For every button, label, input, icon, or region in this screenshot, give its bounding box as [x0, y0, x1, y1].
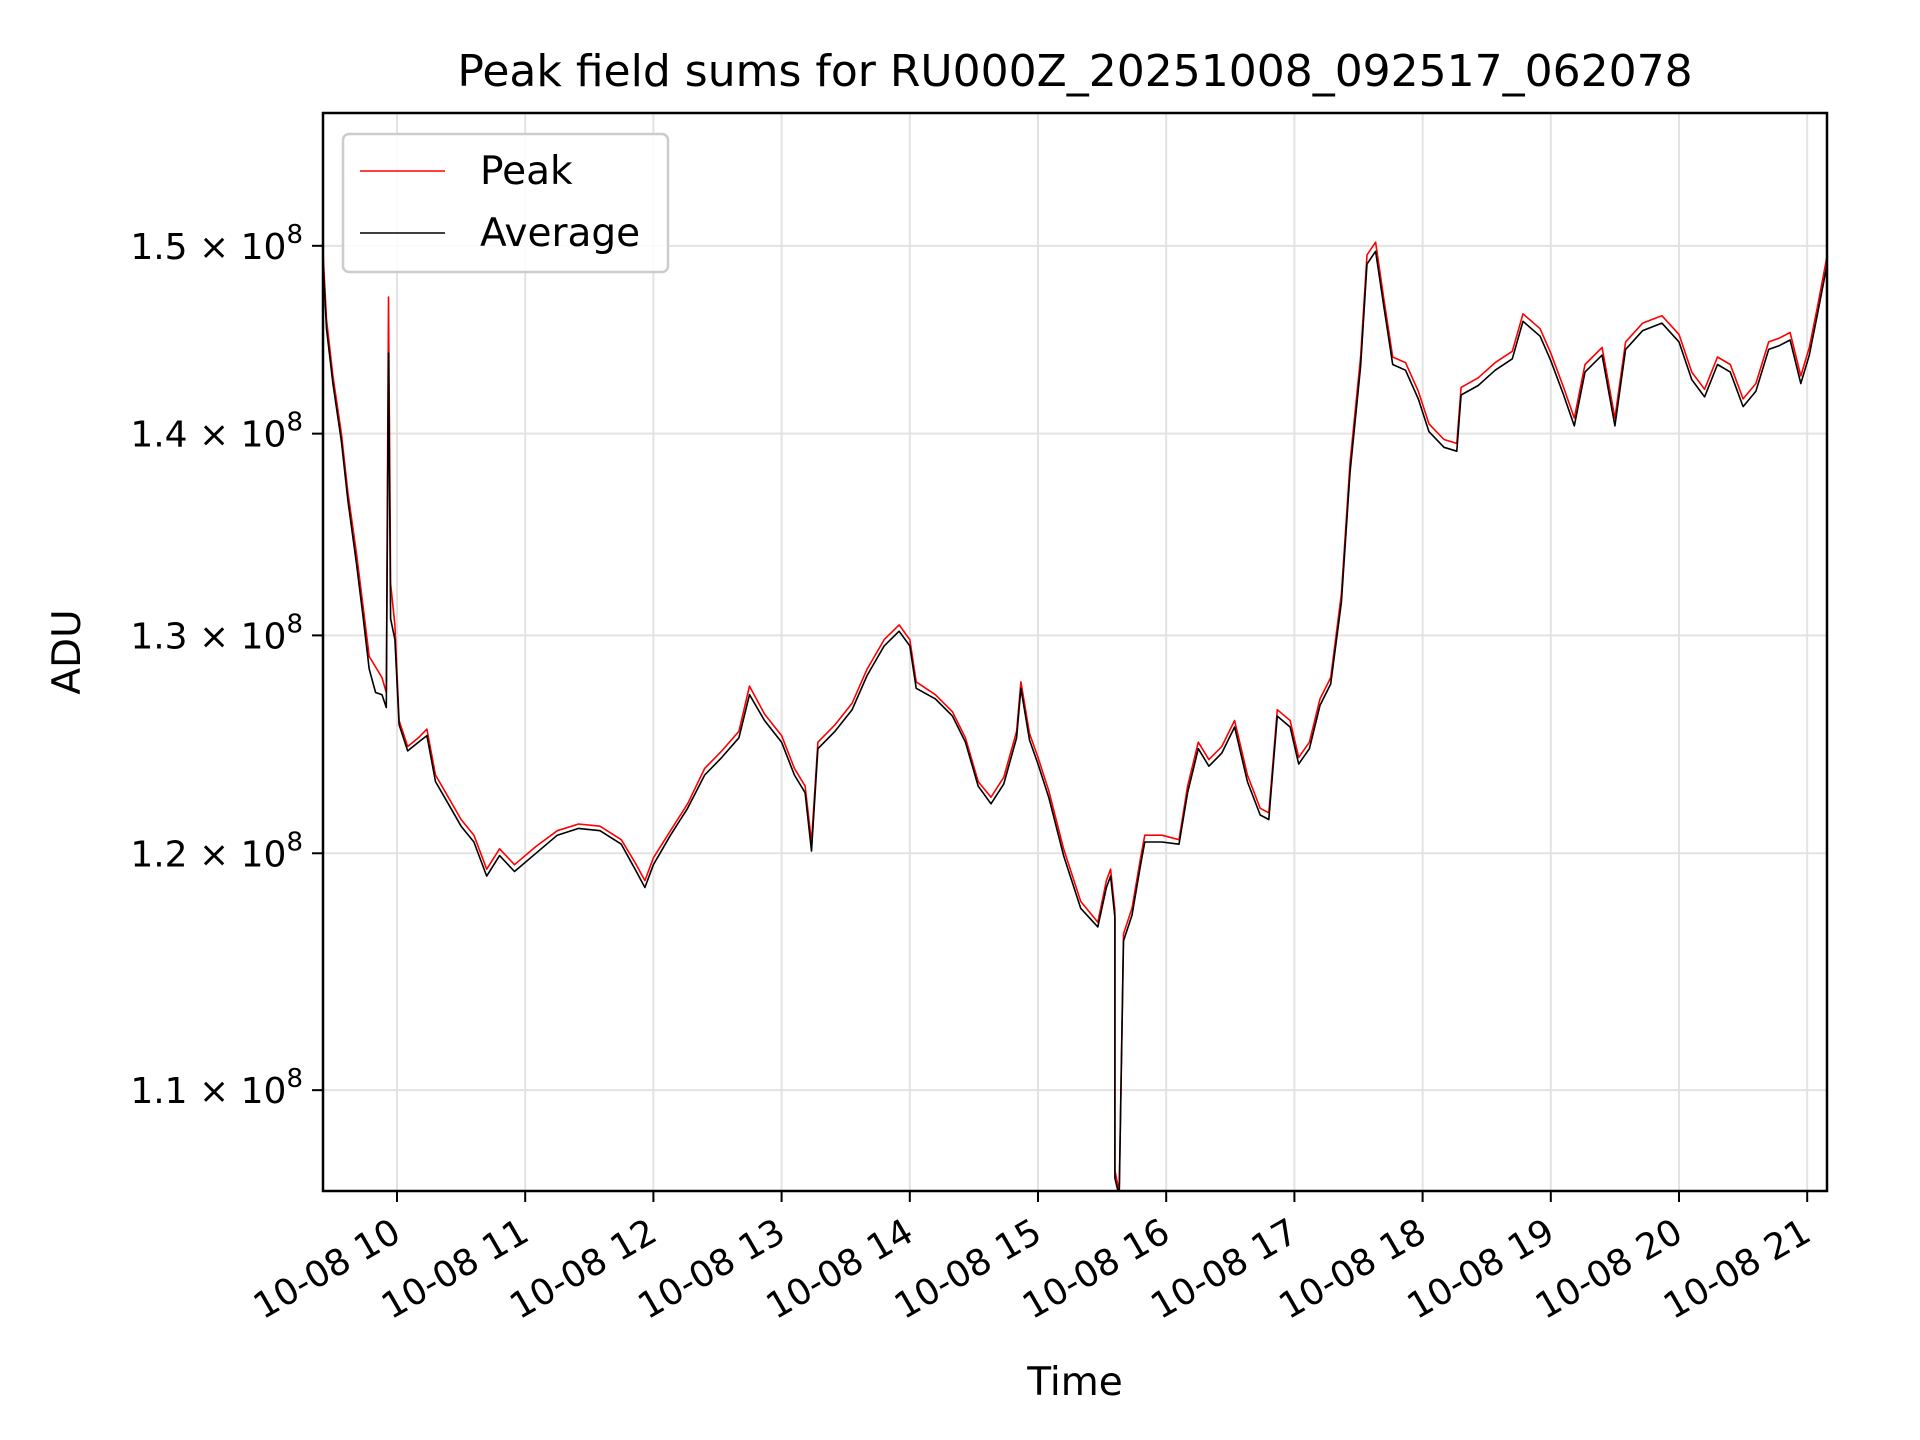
grid [323, 113, 1827, 1191]
legend: Peak Average [341, 132, 670, 274]
plot-frame [321, 111, 1829, 1193]
legend-frame [341, 132, 670, 274]
series-lines [323, 236, 1827, 1191]
y-tick-label: 1.3 × 108 [130, 609, 303, 657]
legend-label-average: Average [480, 211, 640, 256]
legend-label-peak: Peak [480, 149, 573, 194]
y-tick-label: 1.1 × 108 [130, 1064, 303, 1112]
chart-title: Peak field sums for RU000Z_20251008_0925… [457, 46, 1692, 97]
series-line-peak [323, 236, 1827, 1191]
y-tick-label: 1.5 × 108 [130, 220, 303, 268]
x-axis-label: Time [1026, 1360, 1122, 1405]
y-tick-label: 1.4 × 108 [130, 408, 303, 456]
y-axis-label: ADU [45, 609, 90, 694]
y-tick-label: 1.2 × 108 [130, 827, 303, 875]
series-line-average [323, 245, 1827, 1191]
